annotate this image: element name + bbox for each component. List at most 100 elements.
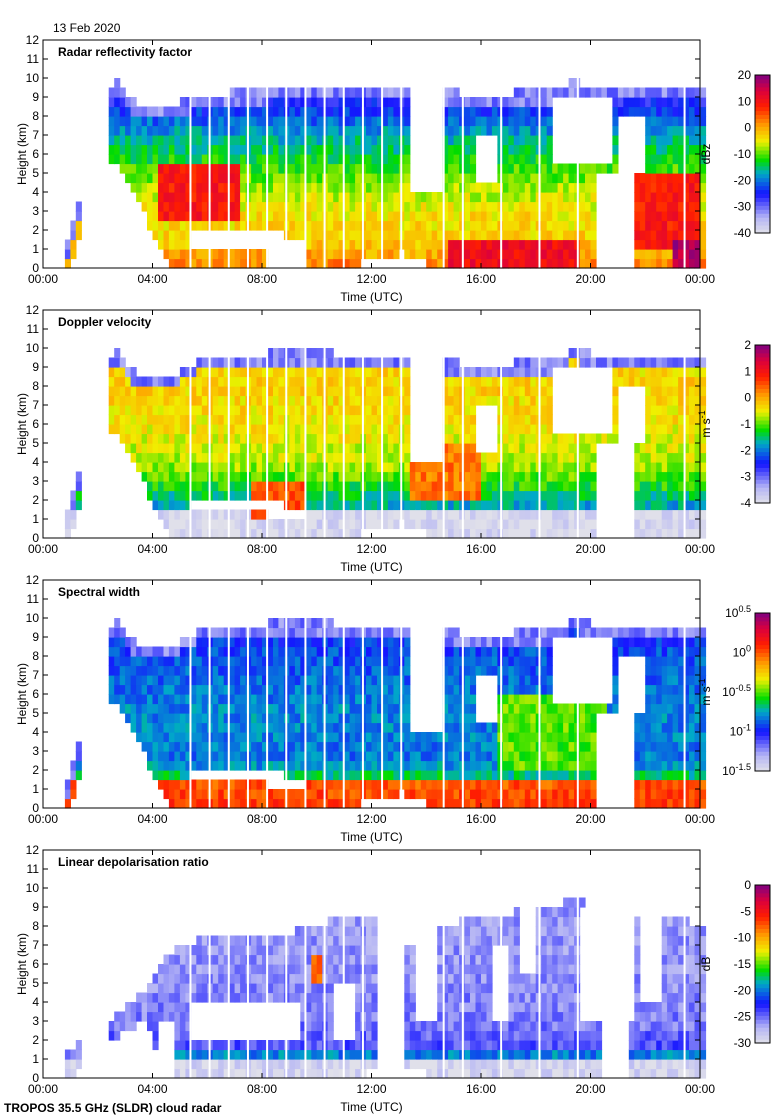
colorbar-swatch <box>755 455 770 461</box>
heatmap-cell <box>475 751 482 762</box>
heatmap-cell <box>678 230 685 241</box>
heatmap-cell <box>333 732 340 743</box>
heatmap-cell <box>316 798 323 809</box>
heatmap-cell <box>273 144 280 155</box>
heatmap-cell <box>355 424 362 435</box>
heatmap-cell <box>125 173 132 184</box>
heatmap-cell <box>639 357 646 368</box>
heatmap-cell <box>508 201 515 212</box>
heatmap-cell <box>168 386 175 397</box>
heatmap-cell <box>513 163 520 174</box>
heatmap-cell <box>513 258 520 269</box>
heatmap-cell <box>185 163 192 174</box>
heatmap-cell <box>464 675 471 686</box>
heatmap-cell <box>541 646 548 657</box>
heatmap-cell <box>168 741 175 752</box>
heatmap-cell <box>371 230 378 241</box>
heatmap-cell <box>694 452 701 463</box>
heatmap-cell <box>683 452 690 463</box>
heatmap-cell <box>519 220 526 231</box>
heatmap-cell <box>481 500 488 511</box>
heatmap-cell <box>502 713 509 724</box>
heatmap-cell <box>453 519 460 530</box>
heatmap-cell <box>327 173 334 184</box>
heatmap-cell <box>639 173 646 184</box>
heatmap-cell <box>442 665 449 676</box>
heatmap-cell <box>382 414 389 425</box>
heatmap-cell <box>563 770 570 781</box>
heatmap-cell <box>453 239 460 250</box>
colorbar-unit: m s <box>699 418 713 437</box>
heatmap-cell <box>130 173 137 184</box>
heatmap-cell <box>212 471 219 482</box>
heatmap-cell <box>563 230 570 241</box>
heatmap-cell <box>415 220 422 231</box>
heatmap-cell <box>163 471 170 482</box>
heatmap-cell <box>70 249 77 260</box>
heatmap-cell <box>218 798 225 809</box>
heatmap-cell <box>262 192 269 203</box>
heatmap-cell <box>349 509 356 520</box>
heatmap-cell <box>229 713 236 724</box>
heatmap-cell <box>300 751 307 762</box>
data-gap <box>342 310 345 538</box>
heatmap-cell <box>344 239 351 250</box>
heatmap-cell <box>179 249 186 260</box>
heatmap-cell <box>513 694 520 705</box>
heatmap-cell <box>294 173 301 184</box>
heatmap-cell <box>355 386 362 397</box>
heatmap-cell <box>508 779 515 790</box>
heatmap-cell <box>568 471 575 482</box>
heatmap-cell <box>223 760 230 771</box>
colorbar-swatch <box>755 98 770 104</box>
heatmap-cell <box>491 192 498 203</box>
heatmap-cell <box>327 414 334 425</box>
heatmap-cell <box>218 751 225 762</box>
heatmap-cell <box>262 433 269 444</box>
heatmap-cell <box>152 490 159 501</box>
heatmap-cell <box>426 732 433 743</box>
heatmap-cell <box>278 386 285 397</box>
heatmap-cell <box>513 732 520 743</box>
heatmap-cell <box>333 694 340 705</box>
heatmap-cell <box>393 239 400 250</box>
heatmap-cell <box>382 395 389 406</box>
heatmap-cell <box>590 192 597 203</box>
heatmap-cell <box>634 97 641 108</box>
heatmap-cell <box>267 656 274 667</box>
heatmap-cell <box>185 637 192 648</box>
heatmap-cell <box>579 462 586 473</box>
heatmap-cell <box>568 519 575 530</box>
heatmap-cell <box>168 154 175 165</box>
heatmap-cell <box>519 646 526 657</box>
heatmap-cell <box>152 192 159 203</box>
heatmap-cell <box>656 376 663 387</box>
heatmap-cell <box>404 656 411 667</box>
heatmap-cell <box>327 249 334 260</box>
heatmap-cell <box>212 386 219 397</box>
data-gap <box>285 310 288 538</box>
heatmap-cell <box>568 443 575 454</box>
heatmap-cell <box>502 789 509 800</box>
heatmap-cell <box>541 424 548 435</box>
heatmap-cell <box>634 443 641 454</box>
heatmap-cell <box>371 125 378 136</box>
heatmap-cell <box>645 386 652 397</box>
data-gap <box>576 310 579 538</box>
heatmap-cell <box>700 509 707 520</box>
heatmap-cell <box>541 433 548 444</box>
heatmap-cell <box>464 452 471 463</box>
heatmap-cell <box>256 443 263 454</box>
heatmap-cell <box>212 405 219 416</box>
heatmap-cell <box>114 627 121 638</box>
heatmap-cell <box>147 656 154 667</box>
heatmap-cell <box>393 414 400 425</box>
heatmap-cell <box>453 154 460 165</box>
heatmap-cell <box>563 471 570 482</box>
heatmap-cell <box>470 732 477 743</box>
heatmap-cell <box>448 97 455 108</box>
heatmap-cell <box>694 192 701 203</box>
heatmap-cell <box>108 367 115 378</box>
heatmap-cell <box>371 646 378 657</box>
heatmap-cell <box>119 116 126 127</box>
